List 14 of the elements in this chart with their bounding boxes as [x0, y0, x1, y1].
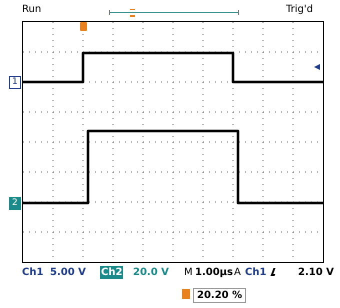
text: Ch2 [100, 266, 124, 279]
text: Run [22, 3, 42, 16]
annotation: 2 [9, 197, 21, 210]
text: A [234, 266, 241, 279]
text: 1.00µs [195, 266, 233, 279]
annotation: 1 [9, 76, 21, 90]
text: 5.00 V [50, 266, 86, 279]
text: Trig'd [286, 3, 313, 16]
text: Ch1 [245, 266, 266, 279]
text: M [184, 266, 193, 279]
text: 20.20 % [193, 288, 246, 303]
text: 2.10 V [298, 266, 334, 279]
text: 20.0 V [133, 266, 169, 279]
text: Ch1 [22, 266, 44, 279]
